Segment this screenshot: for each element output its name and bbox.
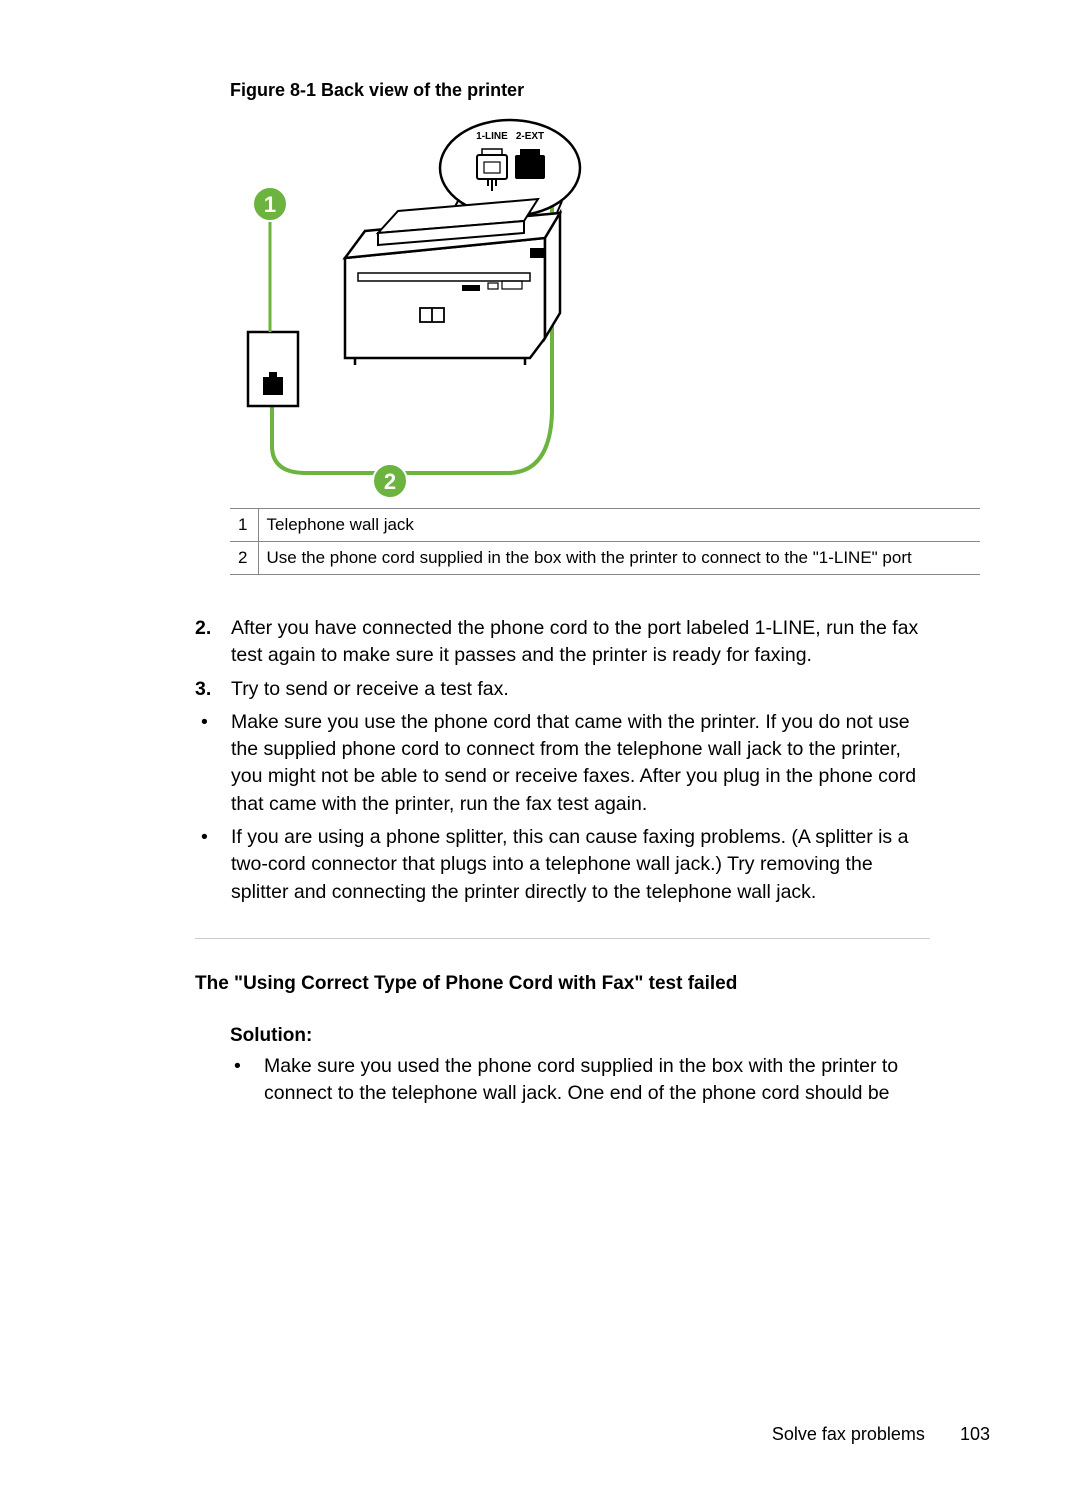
section-heading: The "Using Correct Type of Phone Cord wi… xyxy=(195,973,930,995)
list-text: Make sure you use the phone cord that ca… xyxy=(231,709,930,818)
legend-text: Telephone wall jack xyxy=(258,509,980,542)
list-text: Make sure you used the phone cord suppli… xyxy=(264,1053,930,1108)
bullet-marker: • xyxy=(230,1053,264,1108)
list-text: If you are using a phone splitter, this … xyxy=(231,824,930,906)
legend-num: 2 xyxy=(230,542,258,575)
bullet-marker: • xyxy=(195,824,231,906)
svg-text:2: 2 xyxy=(384,469,396,494)
figure-section: Figure 8-1 Back view of the printer xyxy=(230,80,980,575)
table-row: 1 Telephone wall jack xyxy=(230,509,980,542)
legend-text: Use the phone cord supplied in the box w… xyxy=(258,542,980,575)
page: Figure 8-1 Back view of the printer xyxy=(0,0,1080,1495)
legend-num: 1 xyxy=(230,509,258,542)
list-item: • Make sure you use the phone cord that … xyxy=(195,709,930,818)
section-divider xyxy=(195,938,930,939)
solution-label: Solution: xyxy=(230,1025,930,1047)
solution-bullets: • Make sure you used the phone cord supp… xyxy=(230,1053,930,1108)
list-item: • If you are using a phone splitter, thi… xyxy=(195,824,930,906)
callout-2: 2 xyxy=(373,464,407,498)
list-item: • Make sure you used the phone cord supp… xyxy=(230,1053,930,1108)
list-text: Try to send or receive a test fax. xyxy=(231,676,930,703)
list-marker: 3. xyxy=(195,676,231,703)
list-text: After you have connected the phone cord … xyxy=(231,615,930,670)
list-marker: 2. xyxy=(195,615,231,670)
footer-section: Solve fax problems xyxy=(772,1424,925,1444)
printer-icon xyxy=(345,199,560,365)
figure-title: Figure 8-1 Back view of the printer xyxy=(230,80,980,101)
bullet-marker: • xyxy=(195,709,231,818)
port-label-1: 1-LINE xyxy=(476,131,508,142)
printer-diagram: 1-LINE 2-EXT xyxy=(230,113,600,498)
callout-1: 1 xyxy=(253,187,287,221)
page-footer: Solve fax problems 103 xyxy=(772,1424,990,1445)
svg-text:1: 1 xyxy=(264,192,276,217)
list-item: 3. Try to send or receive a test fax. xyxy=(195,676,930,703)
table-row: 2 Use the phone cord supplied in the box… xyxy=(230,542,980,575)
wall-jack-icon xyxy=(248,332,298,406)
list-item: 2. After you have connected the phone co… xyxy=(195,615,930,670)
legend-table: 1 Telephone wall jack 2 Use the phone co… xyxy=(230,508,980,575)
instruction-list: 2. After you have connected the phone co… xyxy=(195,615,930,906)
port-label-2: 2-EXT xyxy=(516,131,544,142)
footer-page-number: 103 xyxy=(960,1424,990,1444)
solution-block: Solution: • Make sure you used the phone… xyxy=(230,1025,930,1108)
